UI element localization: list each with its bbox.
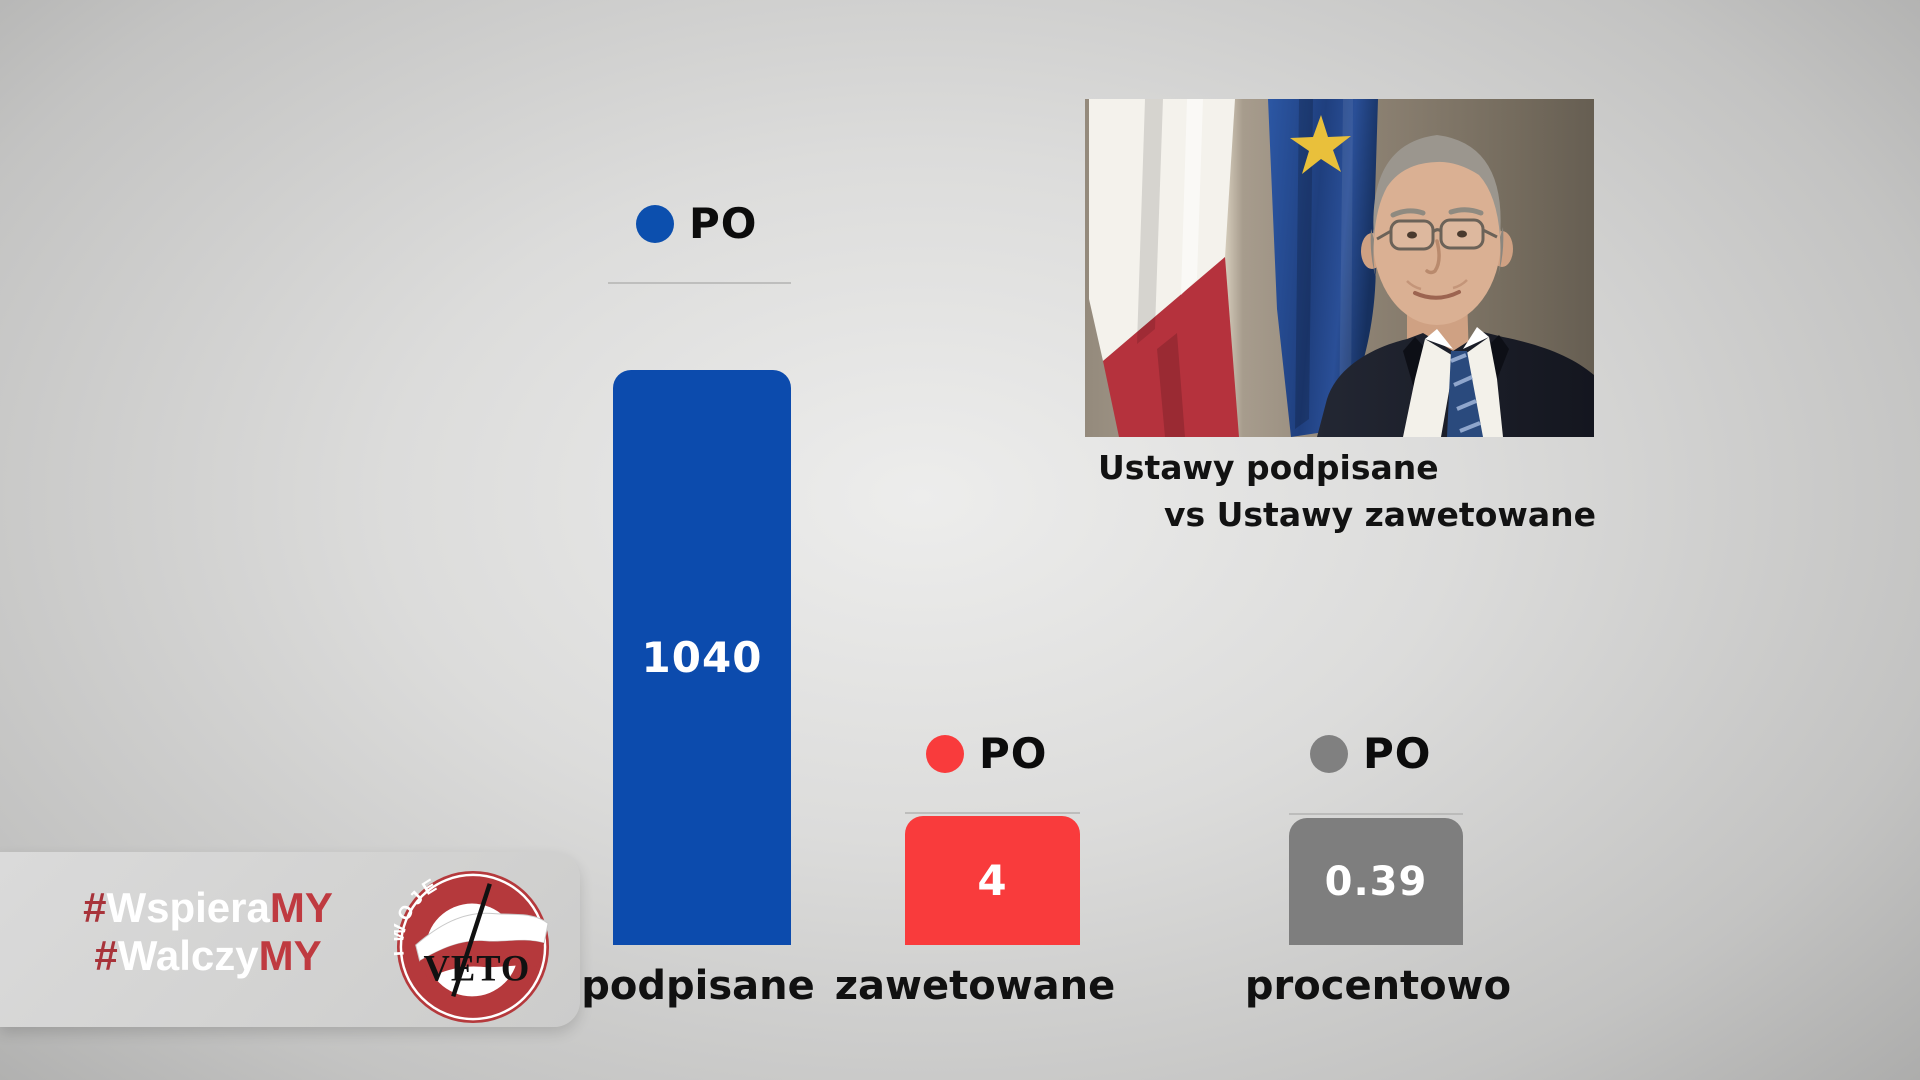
gray-legend-dot-icon bbox=[1310, 734, 1348, 773]
bar-zawetowane: 4 bbox=[905, 816, 1080, 945]
bar-procentowo: 0.39 bbox=[1289, 818, 1463, 945]
twoje-veto-logo: VETO TWOJE bbox=[394, 870, 550, 1024]
hashtag-suffix: MY bbox=[258, 932, 322, 979]
logo-flag-icon bbox=[415, 912, 549, 979]
legend-divider bbox=[905, 812, 1080, 814]
legend-divider bbox=[608, 282, 791, 284]
logo-flagpole bbox=[451, 883, 492, 998]
logo-veto-text: VETO bbox=[424, 948, 531, 989]
eu-star-icon bbox=[1290, 115, 1351, 174]
hashtags-block: #WspieraMY #WalczyMY bbox=[58, 884, 358, 980]
bar-value: 1040 bbox=[641, 633, 763, 682]
category-label-procentowo: procentowo bbox=[1244, 963, 1512, 1009]
legend-zawetowane: PO bbox=[926, 729, 1048, 778]
president-portrait-photo bbox=[1085, 99, 1594, 437]
chart-title-line2: vs Ustawy zawetowane bbox=[1163, 495, 1596, 534]
category-label-podpisane: podpisane bbox=[581, 963, 815, 1009]
eu-flag-icon bbox=[1268, 99, 1378, 437]
legend-divider bbox=[1289, 813, 1463, 815]
hashtag-word: Walczy bbox=[117, 932, 259, 979]
category-label-zawetowane: zawetowane bbox=[834, 963, 1116, 1009]
legend-podpisane: PO bbox=[636, 199, 758, 248]
glasses-icon bbox=[1376, 218, 1498, 251]
hash-symbol: # bbox=[94, 932, 118, 979]
hash-symbol: # bbox=[83, 884, 107, 931]
legend-label: PO bbox=[689, 199, 758, 248]
polish-flag-icon bbox=[1089, 99, 1239, 437]
legend-label: PO bbox=[979, 729, 1048, 778]
bar-podpisane: 1040 bbox=[613, 370, 791, 945]
red-legend-dot-icon bbox=[926, 734, 964, 773]
blue-legend-dot-icon bbox=[636, 204, 674, 243]
hashtag-suffix: MY bbox=[269, 884, 333, 931]
bar-value: 4 bbox=[977, 856, 1008, 905]
hashtag-word: Wspiera bbox=[106, 884, 270, 931]
legend-label: PO bbox=[1363, 729, 1432, 778]
hashtag-walczymy: #WalczyMY bbox=[58, 932, 358, 980]
legend-procentowo: PO bbox=[1310, 729, 1432, 778]
hashtag-wspieramy: #WspieraMY bbox=[58, 884, 358, 932]
bar-value: 0.39 bbox=[1324, 858, 1428, 905]
president-figure bbox=[1317, 135, 1594, 437]
chart-title: Ustawy podpisane vs Ustawy zawetowane bbox=[1098, 444, 1596, 538]
chart-title-line1: Ustawy podpisane bbox=[1098, 448, 1439, 487]
